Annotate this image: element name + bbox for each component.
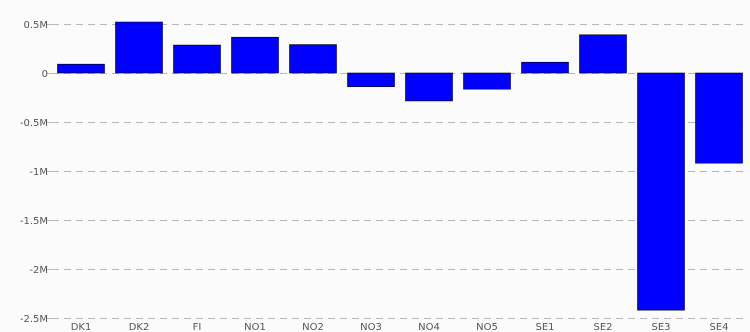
- x-tick-label: NO4: [418, 322, 440, 332]
- bar-no2: [289, 44, 337, 74]
- y-tick-label: -2.5M: [20, 314, 48, 325]
- bar-fi: [173, 44, 221, 74]
- bar-se4: [695, 72, 743, 164]
- x-tick-label: DK2: [129, 322, 150, 332]
- y-tick-label: -1M: [29, 167, 48, 178]
- x-tick-label: NO3: [360, 322, 382, 332]
- gridlines: [52, 24, 748, 319]
- bar-no5: [463, 72, 511, 90]
- bar-no4: [405, 72, 453, 102]
- bar-dk2: [115, 21, 163, 74]
- bar-se3: [637, 72, 685, 311]
- x-tick-label: NO5: [476, 322, 498, 332]
- x-tick-label: NO2: [302, 322, 324, 332]
- y-axis-ticks: 0.5M 0 -0.5M -1M -1.5M -2M -2.5M: [20, 20, 52, 325]
- y-tick-label: -1.5M: [20, 216, 48, 227]
- x-tick-label: SE2: [593, 322, 612, 332]
- x-axis-ticks: DK1 DK2 FI NO1 NO2 NO3 NO4 NO5 SE1 SE2 SE3 SE4: [71, 322, 729, 332]
- x-tick-label: SE4: [709, 322, 728, 332]
- x-tick-label: FI: [193, 322, 202, 332]
- y-tick-label: -2M: [29, 265, 48, 276]
- bar-no3: [347, 72, 395, 88]
- y-tick-label: 0.5M: [23, 20, 48, 31]
- x-tick-label: SE1: [535, 322, 554, 332]
- bar-se2: [579, 34, 627, 74]
- bar-se1: [521, 61, 569, 74]
- y-tick-label: 0: [42, 69, 48, 80]
- bar-no1: [231, 36, 279, 74]
- y-tick-label: -0.5M: [20, 118, 48, 129]
- bar-dk1: [57, 63, 105, 74]
- bars: [57, 21, 743, 311]
- x-tick-label: SE3: [651, 322, 670, 332]
- x-tick-label: DK1: [71, 322, 92, 332]
- x-tick-label: NO1: [244, 322, 266, 332]
